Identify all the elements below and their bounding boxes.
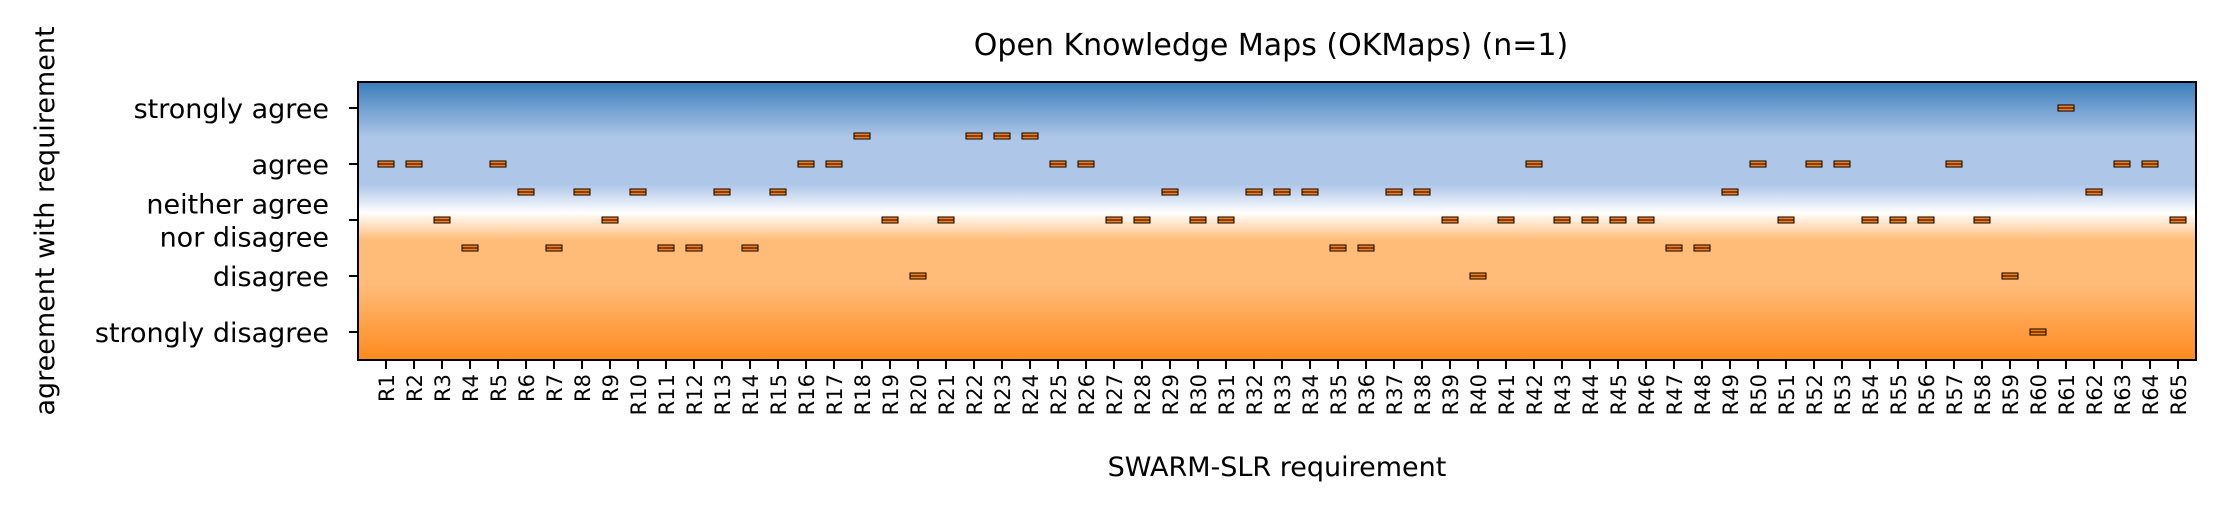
x-tick-label: R7 xyxy=(543,374,567,402)
x-tick-label: R35 xyxy=(1327,374,1351,415)
x-tick-label: R58 xyxy=(1971,374,1995,415)
x-tick-label: R8 xyxy=(571,374,595,402)
x-tick-label: R64 xyxy=(2139,374,2163,415)
x-tick-label: R10 xyxy=(627,374,651,415)
chart-title: Open Knowledge Maps (OKMaps) (n=1) xyxy=(974,28,1568,63)
y-tick-label: nor disagree xyxy=(160,223,329,254)
y-tick-label: neither agree xyxy=(146,190,329,221)
x-tick-label: R18 xyxy=(851,374,875,415)
x-tick-label: R14 xyxy=(739,374,763,415)
x-tick-label: R3 xyxy=(431,374,455,402)
x-tick-label: R55 xyxy=(1887,374,1911,415)
x-tick-label: R60 xyxy=(2027,374,2051,415)
y-tick-label: agree xyxy=(252,150,329,181)
x-tick-label: R51 xyxy=(1775,374,1799,415)
x-tick-label: R47 xyxy=(1663,374,1687,415)
y-axis-label: agreement with requirement xyxy=(30,26,61,415)
x-tick-label: R11 xyxy=(655,374,679,415)
x-tick-label: R33 xyxy=(1271,374,1295,415)
x-tick-label: R40 xyxy=(1467,374,1491,415)
x-tick-label: R20 xyxy=(907,374,931,415)
x-tick-label: R23 xyxy=(991,374,1015,415)
x-tick-label: R34 xyxy=(1299,374,1323,415)
x-tick-label: R38 xyxy=(1411,374,1435,415)
y-tick-label: disagree xyxy=(213,262,329,293)
x-tick-label: R13 xyxy=(711,374,735,415)
data-marks xyxy=(377,104,2187,336)
x-tick-label: R53 xyxy=(1831,374,1855,415)
x-tick-label: R29 xyxy=(1159,374,1183,415)
x-tick-label: R24 xyxy=(1019,374,1043,415)
x-tick-label: R6 xyxy=(515,374,539,402)
x-tick-label: R63 xyxy=(2111,374,2135,415)
x-tick-label: R27 xyxy=(1103,374,1127,415)
x-tick-label: R45 xyxy=(1607,374,1631,415)
x-tick-label: R16 xyxy=(795,374,819,415)
x-tick-label: R65 xyxy=(2167,374,2191,415)
x-tick-label: R5 xyxy=(487,374,511,402)
y-tick-label: strongly agree xyxy=(134,94,329,125)
x-tick-label: R37 xyxy=(1383,374,1407,415)
x-tick-label: R59 xyxy=(1999,374,2023,415)
x-tick-label: R15 xyxy=(767,374,791,415)
x-tick-label: R22 xyxy=(963,374,987,415)
x-tick-label: R42 xyxy=(1523,374,1547,415)
x-tick-label: R2 xyxy=(403,374,427,402)
x-tick-label: R28 xyxy=(1131,374,1155,415)
x-tick-label: R30 xyxy=(1187,374,1211,415)
x-axis-label: SWARM-SLR requirement xyxy=(1108,452,1447,483)
x-tick-label: R57 xyxy=(1943,374,1967,415)
x-tick-label: R36 xyxy=(1355,374,1379,415)
x-tick-label: R1 xyxy=(375,374,399,402)
y-tick-label: strongly disagree xyxy=(95,318,329,349)
x-tick-label: R44 xyxy=(1579,374,1603,415)
x-tick-label: R32 xyxy=(1243,374,1267,415)
x-tick-label: R62 xyxy=(2083,374,2107,415)
x-tick-label: R25 xyxy=(1047,374,1071,415)
x-tick-label: R61 xyxy=(2055,374,2079,415)
x-tick-label: R31 xyxy=(1215,374,1239,415)
x-tick-label: R21 xyxy=(935,374,959,415)
x-tick-label: R26 xyxy=(1075,374,1099,415)
x-tick-label: R49 xyxy=(1719,374,1743,415)
x-tick-label: R56 xyxy=(1915,374,1939,415)
x-tick-label: R52 xyxy=(1803,374,1827,415)
x-tick-label: R48 xyxy=(1691,374,1715,415)
x-tick-label: R39 xyxy=(1439,374,1463,415)
x-tick-label: R41 xyxy=(1495,374,1519,415)
x-tick-label: R54 xyxy=(1859,374,1883,415)
x-tick-label: R43 xyxy=(1551,374,1575,415)
x-tick-label: R4 xyxy=(459,374,483,402)
x-tick-label: R46 xyxy=(1635,374,1659,415)
x-tick-label: R50 xyxy=(1747,374,1771,415)
x-tick-label: R17 xyxy=(823,374,847,415)
x-axis: R1 R2 R3 R4 R5 R6 R7 R8 R9 R10 R11 R12 R13 R14 R15 R16 R… xyxy=(375,360,2191,415)
x-tick-label: R12 xyxy=(683,374,707,415)
x-tick-label: R9 xyxy=(599,374,623,402)
x-tick-label: R19 xyxy=(879,374,903,415)
